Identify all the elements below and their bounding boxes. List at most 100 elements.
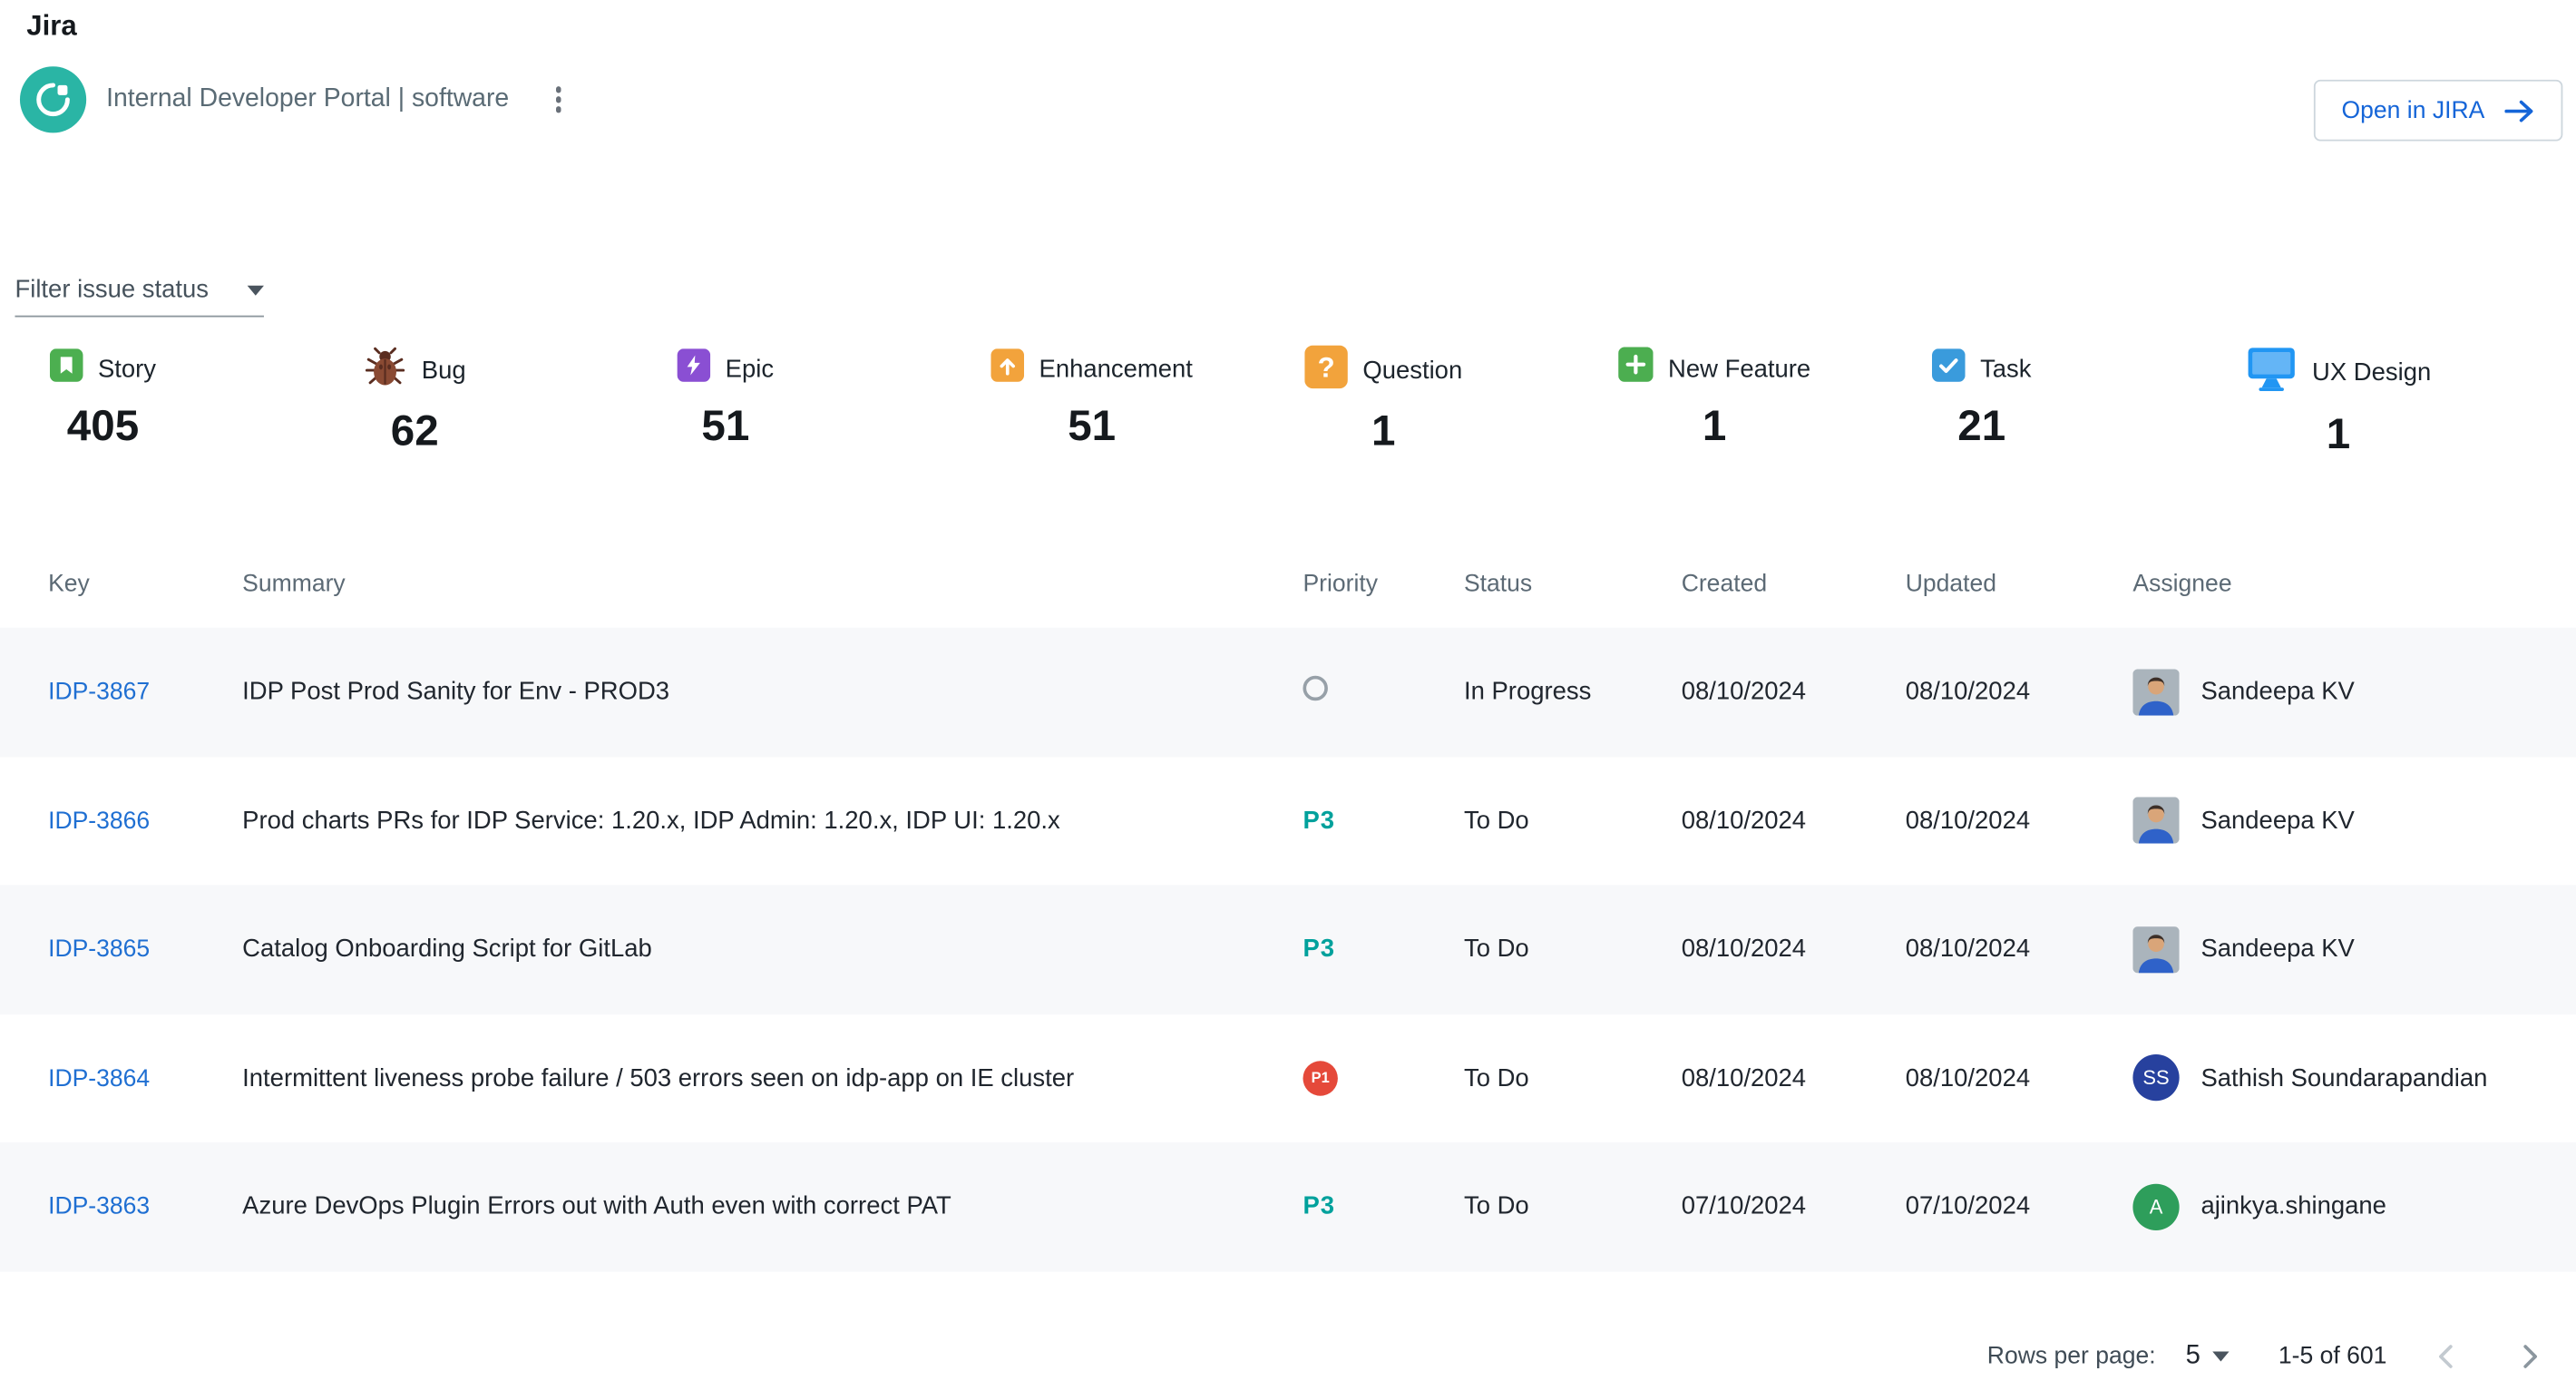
jira-plugin-page: Jira Internal Developer Portal | softwar… xyxy=(0,0,2576,1381)
project-name: Internal Developer Portal | software xyxy=(106,84,509,114)
issue-status: To Do xyxy=(1464,1192,1682,1220)
table-row: IDP-3864 Intermittent liveness probe fai… xyxy=(0,1014,2576,1142)
col-summary: Summary xyxy=(242,571,1303,597)
col-assignee: Assignee xyxy=(2132,571,2576,597)
counter-bug: Bug 62 xyxy=(364,346,466,461)
issue-status: In Progress xyxy=(1464,678,1682,706)
issue-key-link[interactable]: IDP-3866 xyxy=(48,808,150,835)
chevron-down-icon xyxy=(248,285,264,295)
issue-created: 08/10/2024 xyxy=(1682,935,1906,964)
issue-type-counters: Story 405 Bug 62 xyxy=(0,346,2576,461)
assignee-name: Sathish Soundarapandian xyxy=(2200,1064,2487,1092)
counter-label: Story xyxy=(98,355,156,383)
counter-enhancement: Enhancement 51 xyxy=(990,346,1192,461)
kebab-menu-icon[interactable] xyxy=(549,80,568,119)
avatar: SS xyxy=(2132,1054,2179,1101)
counter-value: 1 xyxy=(1371,405,1395,456)
question-icon: ? xyxy=(1304,346,1348,397)
assignee-name: Sandeepa KV xyxy=(2200,807,2354,835)
counter-story: Story 405 xyxy=(50,346,156,461)
filter-label: Filter issue status xyxy=(15,276,209,304)
table-row: IDP-3867 IDP Post Prod Sanity for Env - … xyxy=(0,628,2576,757)
col-created: Created xyxy=(1682,571,1906,597)
issue-updated: 08/10/2024 xyxy=(1906,678,2133,706)
issue-summary: Prod charts PRs for IDP Service: 1.20.x,… xyxy=(242,807,1303,835)
counter-value: 405 xyxy=(67,400,139,452)
counter-task: Task 21 xyxy=(1932,346,2032,461)
pagination: Rows per page: 5 1-5 of 601 xyxy=(1987,1328,2553,1381)
counter-label: Epic xyxy=(726,355,774,383)
issue-summary: Azure DevOps Plugin Errors out with Auth… xyxy=(242,1192,1303,1220)
issue-summary: IDP Post Prod Sanity for Env - PROD3 xyxy=(242,678,1303,706)
avatar: A xyxy=(2132,1183,2179,1229)
col-status: Status xyxy=(1464,571,1682,597)
issue-key-link[interactable]: IDP-3864 xyxy=(48,1065,150,1092)
bug-icon xyxy=(364,346,407,397)
priority-p1-icon: P1 xyxy=(1303,1061,1337,1095)
chevron-left-icon xyxy=(2426,1337,2466,1376)
avatar xyxy=(2132,669,2179,715)
priority-p3-icon: P3 xyxy=(1303,807,1334,835)
col-priority: Priority xyxy=(1303,571,1464,597)
priority-p3-icon: P3 xyxy=(1303,935,1334,964)
issue-updated: 07/10/2024 xyxy=(1906,1192,2133,1220)
assignee-name: Sandeepa KV xyxy=(2200,935,2354,964)
rows-per-page-select[interactable]: 5 xyxy=(2186,1342,2229,1372)
project-header: Internal Developer Portal | software xyxy=(20,66,568,132)
issue-key-link[interactable]: IDP-3867 xyxy=(48,680,150,706)
issue-status: To Do xyxy=(1464,807,1682,835)
counter-value: 51 xyxy=(1068,400,1116,452)
pagination-range: 1-5 of 601 xyxy=(2278,1343,2387,1369)
issue-updated: 08/10/2024 xyxy=(1906,807,2133,835)
table-row: IDP-3866 Prod charts PRs for IDP Service… xyxy=(0,757,2576,886)
issue-updated: 08/10/2024 xyxy=(1906,935,2133,964)
issues-table: Key Summary Priority Status Created Upda… xyxy=(0,548,2576,1271)
issue-status: To Do xyxy=(1464,935,1682,964)
counter-value: 21 xyxy=(1957,400,2005,452)
jira-plugin-logo-icon xyxy=(20,66,86,132)
issue-key-link[interactable]: IDP-3865 xyxy=(48,937,150,964)
issue-summary: Intermittent liveness probe failure / 50… xyxy=(242,1064,1303,1092)
counter-value: 1 xyxy=(2327,408,2350,460)
counter-epic: Epic 51 xyxy=(678,346,774,461)
prev-page-button[interactable] xyxy=(2424,1333,2470,1379)
issue-summary: Catalog Onboarding Script for GitLab xyxy=(242,935,1303,964)
open-in-jira-button[interactable]: Open in JIRA xyxy=(2313,80,2562,142)
chevron-right-icon xyxy=(2510,1337,2550,1376)
priority-none-icon xyxy=(1303,676,1327,700)
counter-value: 51 xyxy=(701,400,749,452)
new-feature-icon xyxy=(1618,347,1653,390)
next-page-button[interactable] xyxy=(2506,1333,2552,1379)
issue-created: 08/10/2024 xyxy=(1682,807,1906,835)
counter-label: Task xyxy=(1980,355,2031,383)
counter-label: Question xyxy=(1362,357,1462,385)
story-icon xyxy=(50,348,83,389)
counter-ux-design: UX Design 1 xyxy=(2246,346,2431,461)
col-key: Key xyxy=(48,571,242,597)
issue-key-link[interactable]: IDP-3863 xyxy=(48,1194,150,1220)
assignee-name: ajinkya.shingane xyxy=(2200,1192,2386,1220)
counter-label: Enhancement xyxy=(1039,355,1193,383)
rows-per-page-label: Rows per page: xyxy=(1987,1343,2156,1369)
issue-created: 07/10/2024 xyxy=(1682,1192,1906,1220)
open-in-jira-label: Open in JIRA xyxy=(2342,97,2485,123)
counter-label: Bug xyxy=(422,357,466,385)
table-row: IDP-3865 Catalog Onboarding Script for G… xyxy=(0,885,2576,1014)
page-title: Jira xyxy=(26,10,76,44)
counter-new-feature: New Feature 1 xyxy=(1618,346,1810,461)
filter-issue-status-select[interactable]: Filter issue status xyxy=(15,276,263,318)
issue-created: 08/10/2024 xyxy=(1682,678,1906,706)
rows-per-page-value: 5 xyxy=(2186,1342,2200,1372)
task-icon xyxy=(1932,348,1966,389)
issue-status: To Do xyxy=(1464,1064,1682,1092)
counter-label: New Feature xyxy=(1668,355,1810,383)
arrow-right-icon xyxy=(2504,99,2534,122)
chevron-down-icon xyxy=(2212,1352,2229,1362)
table-header: Key Summary Priority Status Created Upda… xyxy=(0,548,2576,628)
epic-icon xyxy=(678,348,711,389)
assignee-name: Sandeepa KV xyxy=(2200,678,2354,706)
svg-text:?: ? xyxy=(1318,351,1335,383)
counter-label: UX Design xyxy=(2312,358,2431,387)
counter-value: 62 xyxy=(391,405,439,456)
counter-question: ? Question 1 xyxy=(1304,346,1462,461)
